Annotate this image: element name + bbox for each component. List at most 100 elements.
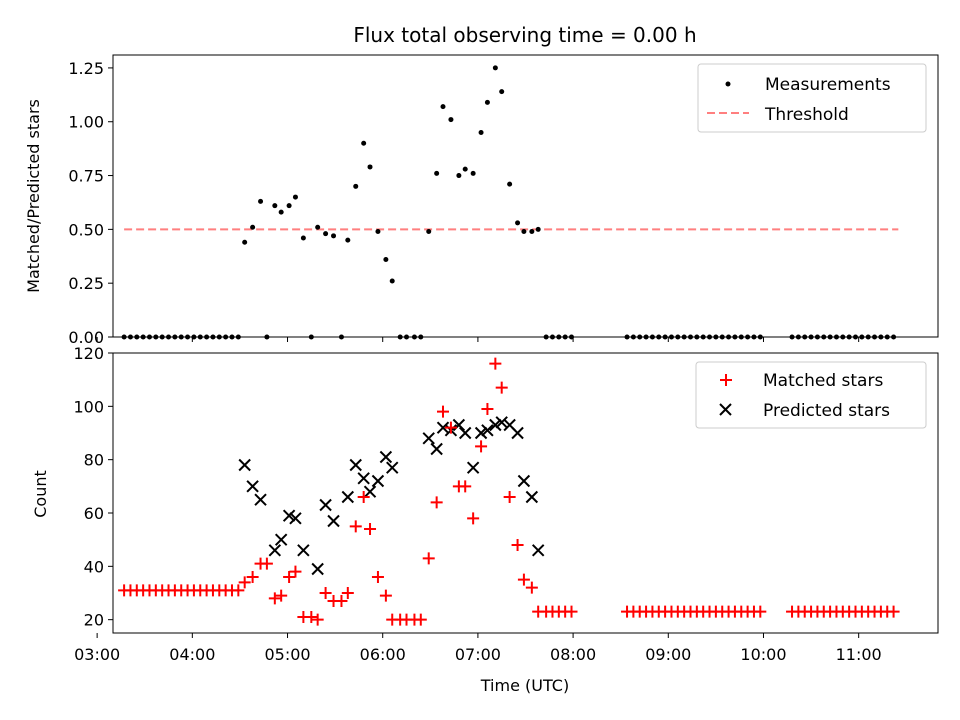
bottom-ytick-label: 40 [84, 557, 104, 576]
predicted-star-marker [254, 493, 267, 506]
bottom-xtick-label: 10:00 [740, 645, 786, 664]
matched-star-marker [289, 565, 302, 578]
predicted-star-marker [297, 544, 310, 557]
matched-star-marker [260, 557, 273, 570]
bottom-ytick-label: 20 [84, 611, 104, 630]
predicted-star-marker [238, 458, 251, 472]
bottom-xtick-label: 09:00 [645, 645, 691, 664]
predicted-star-marker [511, 426, 524, 440]
measurement-point [426, 229, 432, 235]
measurement-point [250, 224, 256, 230]
predicted-star-marker [489, 418, 502, 432]
matched-star-marker [414, 613, 427, 626]
predicted-star-marker [371, 474, 385, 488]
matched-star-marker [565, 605, 578, 618]
bottom-xticks: 03:00 04:00 05:00 06:00 07:00 08:00 09:00 10:00… [74, 633, 882, 664]
measurement-point [434, 170, 440, 176]
matched-star-marker [517, 573, 530, 586]
top-ytick-label: 1.00 [68, 113, 104, 132]
measurement-point [456, 173, 462, 179]
x-axis-label: Time (UTC) [480, 676, 569, 695]
top-yticks: 0.00 0.25 0.50 0.75 1.00 1.25 [68, 59, 113, 347]
predicted-star-marker [481, 424, 494, 437]
measurement-point [462, 166, 468, 172]
matched-star-marker [341, 587, 354, 599]
matched-star-marker [349, 520, 362, 533]
legend-predicted-label: Predicted stars [763, 401, 890, 421]
bottom-ytick-label: 100 [73, 397, 104, 416]
top-legend: Measurements Threshold [697, 63, 927, 133]
bottom-xtick-label: 08:00 [550, 645, 596, 664]
measurement-point [448, 117, 454, 123]
predicted-star-marker [459, 426, 472, 440]
bottom-axes-frame [112, 352, 939, 634]
bottom-ytick-label: 60 [84, 504, 104, 523]
predicted-star-marker [495, 416, 508, 429]
measurement-point [272, 203, 278, 209]
bottom-legend: Matched stars Predicted stars [695, 361, 927, 429]
measurement-point [286, 203, 292, 209]
top-xticks [96, 337, 860, 342]
bottom-xtick-label: 06:00 [360, 645, 406, 664]
bottom-xtick-label: 04:00 [169, 645, 215, 664]
top-axes-frame [112, 54, 939, 338]
legend-predicted-marker [719, 403, 732, 416]
matched-star-marker [232, 584, 245, 597]
matched-star-marker [371, 571, 384, 583]
legend-threshold-label: Threshold [764, 105, 849, 125]
legend-measurements-label: Measurements [765, 75, 891, 95]
measurement-point [345, 237, 351, 243]
measurement-point [278, 209, 284, 215]
top-ytick-label: 0.00 [68, 328, 104, 347]
predicted-star-marker [311, 562, 324, 576]
measurement-point [242, 239, 248, 245]
predicted-star-marker [386, 461, 399, 474]
matched-star-marker [422, 552, 435, 565]
predicted-star-marker [357, 472, 370, 485]
top-ytick-label: 1.25 [68, 59, 104, 78]
bottom-xtick-label: 03:00 [74, 645, 120, 664]
bottom-xtick-label: 11:00 [836, 645, 882, 664]
legend-matched-label: Matched stars [763, 371, 883, 391]
predicted-star-marker [341, 490, 355, 504]
matched-star-marker [311, 613, 324, 626]
measurement-point [478, 129, 484, 135]
top-ytick-label: 0.50 [68, 220, 104, 239]
predicted-star-marker [282, 509, 296, 522]
legend-matched-marker [720, 374, 732, 386]
matched-star-marker [305, 611, 318, 623]
bottom-panel: 20 40 60 80 100 120 03:00 04:00 05:00 06:00 07:00… [31, 344, 939, 695]
matched-star-marker [459, 480, 472, 493]
matched-star-marker [481, 403, 494, 415]
top-ytick-label: 0.25 [68, 274, 104, 293]
measurement-point [258, 198, 264, 204]
top-panel: Flux total observing time = 0.00 h 0.00 0… [24, 23, 939, 347]
measurement-point [535, 226, 541, 232]
measurement-point [470, 170, 476, 176]
measurement-point [331, 233, 337, 239]
measurement-point [507, 181, 513, 187]
measurement-point [529, 229, 535, 235]
predicted-star-marker [319, 498, 332, 512]
measurement-point [440, 104, 446, 110]
predicted-star-marker [525, 490, 539, 504]
predicted-star-marker [531, 544, 545, 557]
predicted-star-marker [430, 442, 443, 456]
measurement-point [515, 220, 521, 226]
matched-star-marker [444, 421, 457, 434]
matched-star-marker [268, 592, 281, 605]
measurement-point [521, 229, 527, 235]
matched-star-marker [430, 496, 443, 509]
predicted-star-marker [422, 432, 435, 445]
predicted-star-marker [436, 421, 450, 434]
matched-star-marker [319, 587, 332, 599]
matched-star-marker [335, 595, 348, 607]
top-y-axis-label: Matched/Predicted stars [24, 99, 43, 293]
matched-star-marker [283, 571, 296, 583]
measurement-point [375, 229, 381, 235]
bottom-matched-layer [118, 357, 900, 626]
bottom-ytick-label: 80 [84, 451, 104, 470]
bottom-yticks: 20 40 60 80 100 120 [73, 344, 113, 630]
top-chart-title: Flux total observing time = 0.00 h [353, 23, 696, 47]
